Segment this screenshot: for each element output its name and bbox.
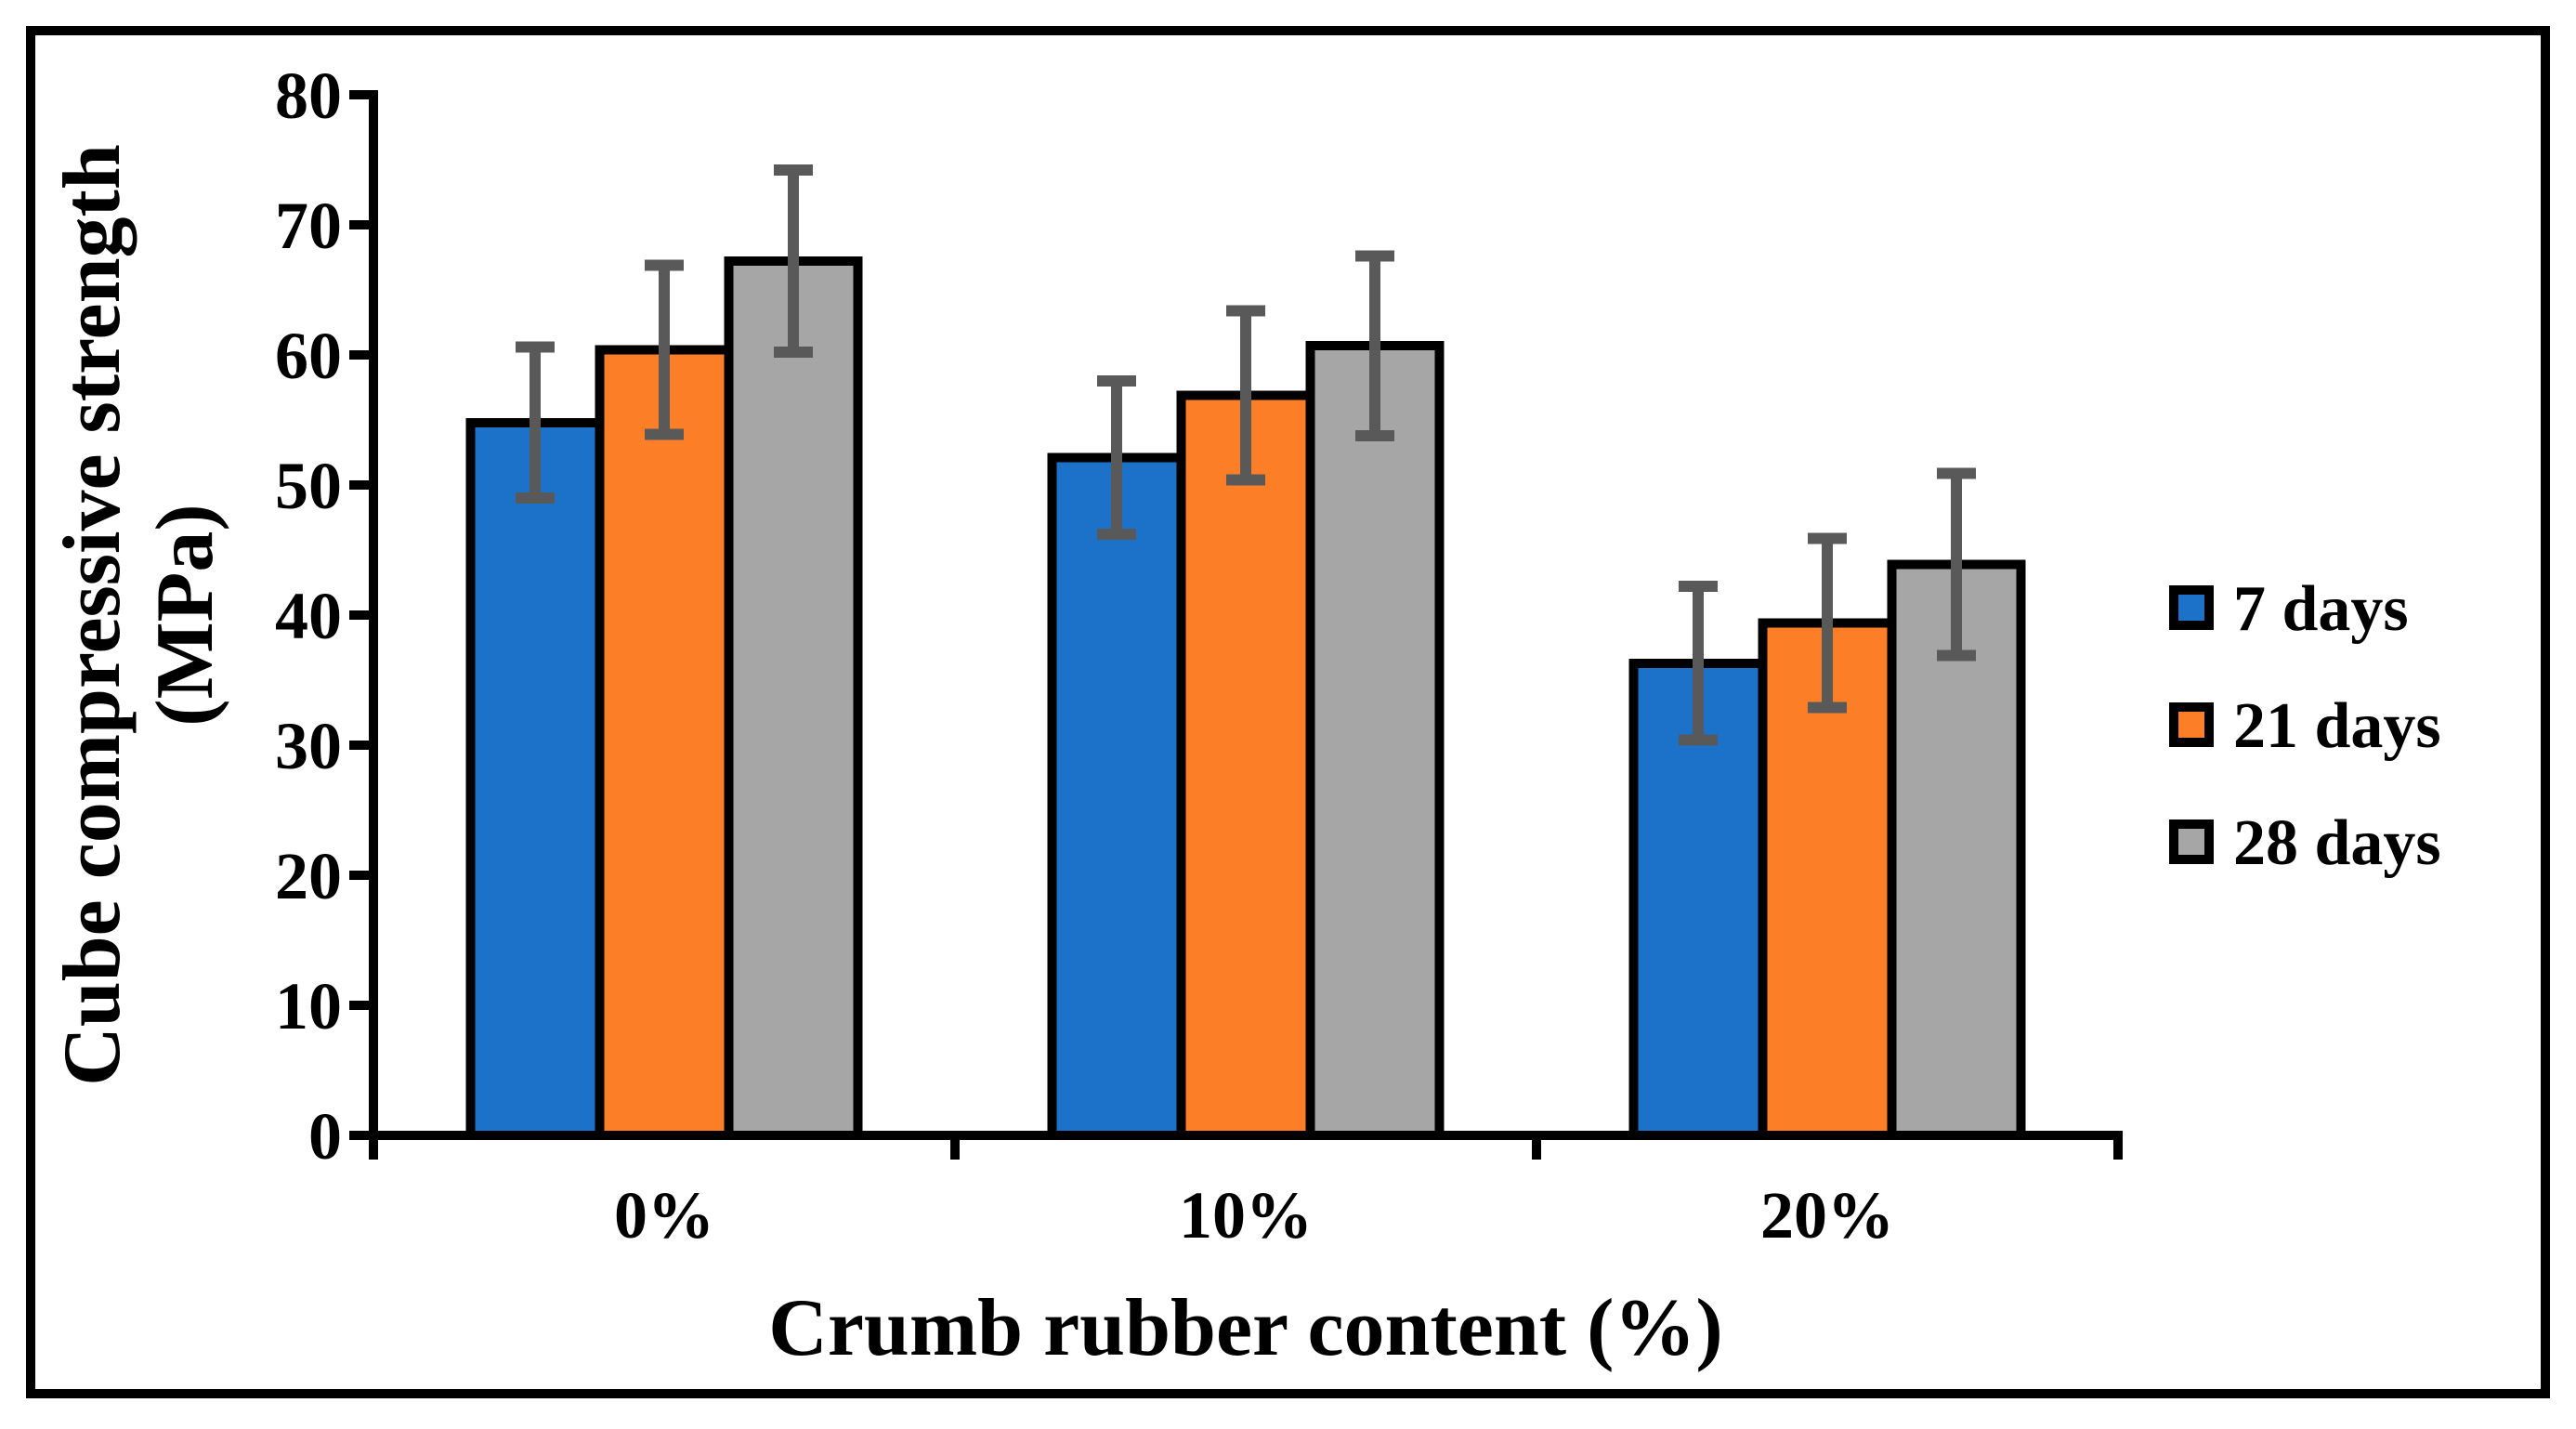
legend-label-7-days: 7 days: [2233, 573, 2409, 645]
error-bar-7-days-0: [516, 341, 555, 504]
error-bar-7-days-10: [1097, 375, 1136, 541]
bar-28-days-10: [1305, 341, 1445, 1140]
error-bar-21-days-20: [1808, 532, 1847, 714]
x-category-label-0: 0%: [614, 1178, 714, 1252]
bar-28-days-20: [1887, 559, 2026, 1140]
error-bar-21-days-10: [1226, 305, 1265, 486]
x-category-label-10: 10%: [1179, 1178, 1313, 1252]
figure-border: [26, 26, 2550, 1398]
y-tick-label-30: 30: [275, 709, 342, 783]
bar-21-days-0: [595, 345, 734, 1140]
legend-swatch-21-days: [2169, 702, 2214, 747]
bar-7-days-10: [1047, 452, 1186, 1141]
x-axis-title: Crumb rubber content (%): [768, 1283, 1722, 1373]
legend-swatch-7-days: [2169, 585, 2214, 630]
error-bar-7-days-20: [1679, 581, 1718, 746]
error-bar-21-days-0: [645, 259, 684, 440]
y-tick-label-40: 40: [275, 579, 342, 653]
y-tick-label-50: 50: [275, 449, 342, 523]
error-bar-28-days-0: [774, 164, 813, 359]
x-category-label-20: 20%: [1760, 1178, 1894, 1252]
y-axis-title-line1: Cube compressive strength: [47, 144, 137, 1086]
legend-swatch-28-days: [2169, 819, 2214, 864]
y-tick-label-80: 80: [275, 59, 342, 133]
bar-28-days-0: [724, 256, 863, 1140]
y-tick-label-60: 60: [275, 319, 342, 393]
error-bar-28-days-20: [1937, 467, 1976, 662]
y-axis-title-line2: (MPa): [140, 504, 230, 726]
legend-label-28-days: 28 days: [2233, 807, 2441, 879]
legend-label-21-days: 21 days: [2233, 690, 2441, 762]
y-tick-label-20: 20: [275, 839, 342, 913]
y-tick-label-0: 0: [308, 1099, 342, 1173]
error-bar-28-days-10: [1355, 250, 1394, 441]
bar-7-days-0: [465, 417, 605, 1140]
bar-21-days-10: [1176, 390, 1315, 1140]
y-tick-label-70: 70: [275, 189, 342, 263]
y-tick-label-10: 10: [275, 969, 342, 1043]
